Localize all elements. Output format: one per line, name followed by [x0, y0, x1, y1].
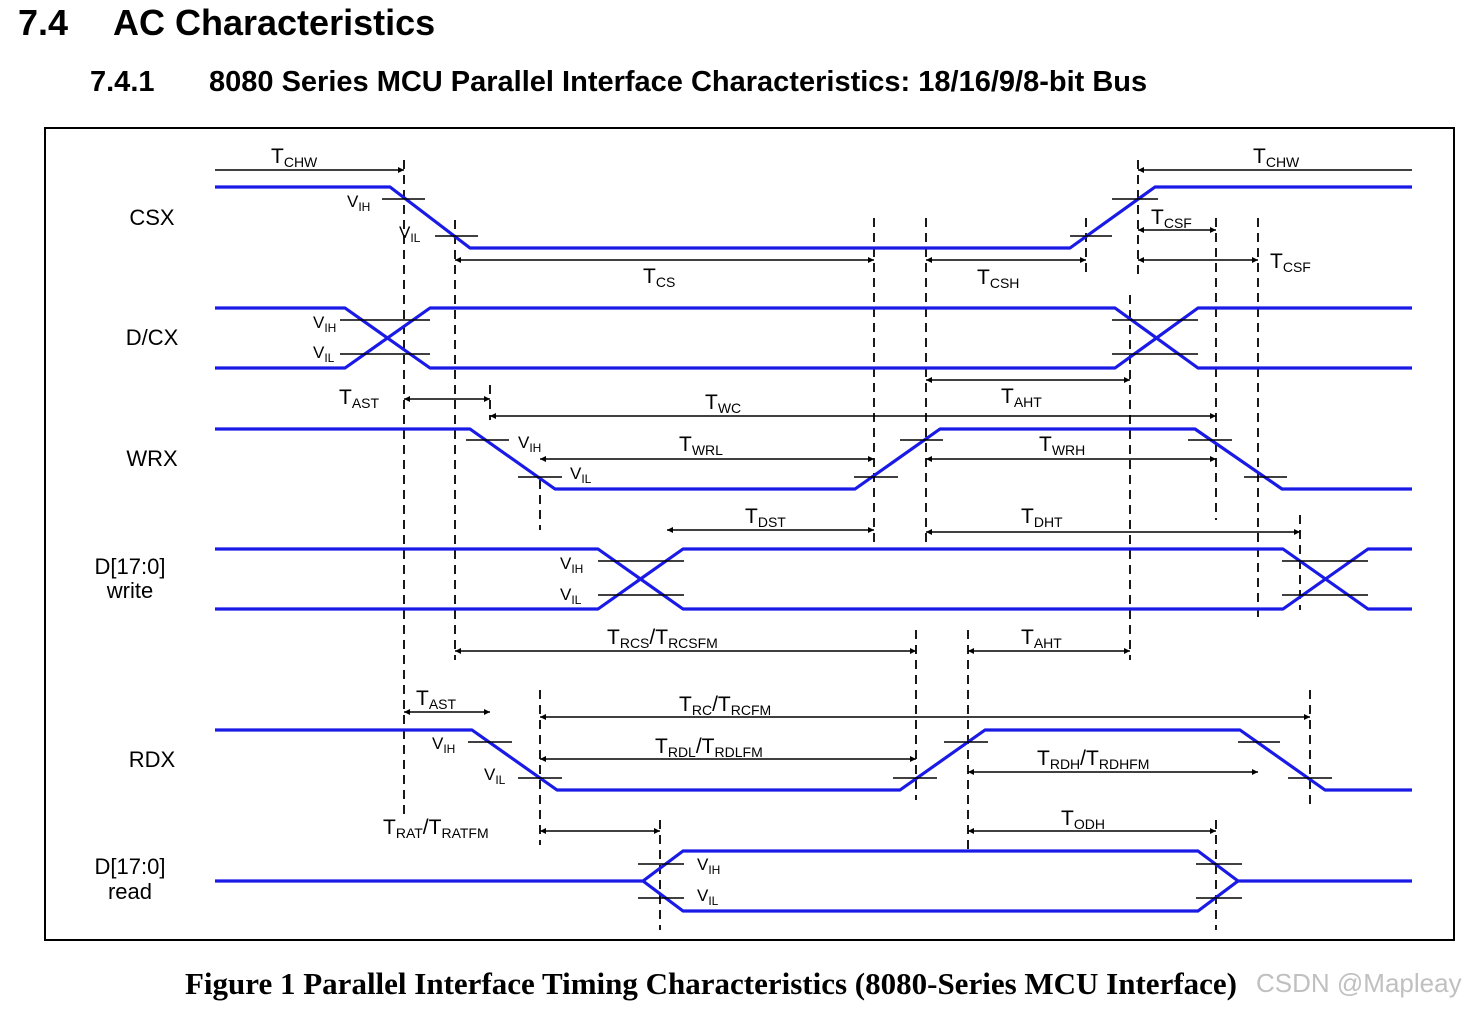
label-tast: TAST [339, 386, 380, 411]
label-tdht: TDHT [1021, 505, 1063, 530]
timing-arrows [215, 167, 1412, 834]
label-vil: VIL [399, 223, 421, 245]
label-vil: VIL [484, 765, 506, 787]
signal-label-csx: CSX [129, 205, 175, 230]
label-vil: VIL [560, 585, 582, 607]
label-tchw: TCHW [1253, 145, 1300, 170]
data-read-waveform-b [642, 879, 1239, 913]
reference-dashes [403, 160, 1311, 930]
label-tcsf: TCSF [1151, 206, 1192, 231]
label-tast: TAST [416, 687, 457, 712]
data-read-waveform-a [215, 849, 1412, 883]
label-twrh: TWRH [1039, 433, 1085, 458]
subsection-heading: 7.4.1 8080 Series MCU Parallel Interface … [90, 66, 1147, 99]
label-vih: VIH [697, 855, 720, 877]
subsection-number: 7.4.1 [90, 66, 155, 98]
level-ticks [340, 198, 1368, 899]
label-vil: VIL [570, 464, 592, 486]
section-title: AC Characteristics [113, 2, 436, 43]
label-tdst: TDST [745, 505, 786, 530]
label-vih: VIH [313, 313, 336, 335]
csx-waveform [215, 185, 1412, 250]
label-twrl: TWRL [679, 433, 723, 458]
label-tcsf: TCSF [1270, 250, 1311, 275]
figure-caption: Figure 1 Parallel Interface Timing Chara… [185, 966, 1237, 1001]
signal-label-data-write: D[17:0] [95, 554, 166, 579]
label-taht: TAHT [1001, 385, 1042, 410]
label-trdl: TRDL/TRDLFM [655, 735, 763, 760]
data-write-waveform-b [215, 547, 1412, 611]
label-vih: VIH [347, 192, 370, 214]
label-vil: VIL [313, 343, 335, 365]
section-number: 7.4 [18, 2, 69, 43]
label-tcsh: TCSH [977, 266, 1019, 291]
label-trat: TRAT/TRATFM [383, 816, 489, 841]
watermark: CSDN @Mapleay [1256, 968, 1462, 998]
label-vih: VIH [560, 554, 583, 576]
wrx-waveform [215, 427, 1412, 491]
label-vih: VIH [518, 433, 541, 455]
signal-label-data-read-sub: read [108, 879, 152, 904]
rdx-waveform [215, 728, 1412, 792]
signal-label-data-read: D[17:0] [95, 854, 166, 879]
label-trc: TRC/TRCFM [679, 693, 771, 718]
data-write-waveform-a [215, 547, 1412, 611]
label-taht: TAHT [1021, 626, 1062, 651]
label-vil: VIL [697, 886, 719, 908]
label-todh: TODH [1061, 807, 1105, 832]
label-twc: TWC [705, 391, 741, 416]
label-tcs: TCS [643, 265, 675, 290]
waveforms [215, 185, 1412, 913]
signal-label-rdx: RDX [129, 747, 176, 772]
signal-label-wrx: WRX [126, 446, 178, 471]
label-tchw: TCHW [271, 145, 318, 170]
label-trcs: TRCS/TRCSFM [607, 626, 718, 651]
signal-label-data-write-sub: write [106, 578, 153, 603]
dcx-waveform-a [215, 306, 1412, 370]
diagram-labels: CSXD/CXWRXD[17:0]writeRDXD[17:0]readTCHW… [95, 145, 1311, 908]
dcx-waveform-b [215, 306, 1412, 370]
section-heading: 7.4 AC Characteristics [18, 2, 435, 44]
subsection-title: 8080 Series MCU Parallel Interface Chara… [209, 66, 1148, 98]
signal-label-dcx: D/CX [126, 325, 179, 350]
label-trdh: TRDH/TRDHFM [1037, 747, 1149, 772]
diagram-frame [44, 127, 1455, 941]
label-vih: VIH [432, 734, 455, 756]
